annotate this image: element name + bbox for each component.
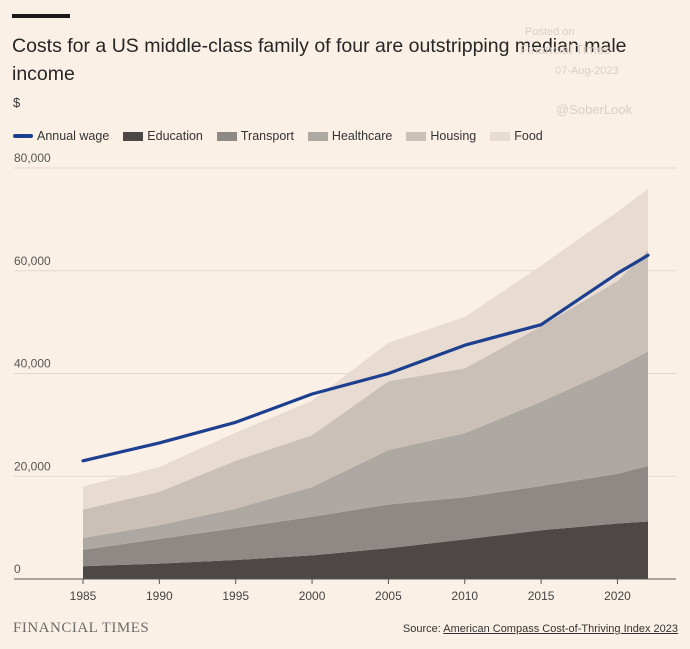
y-tick-label: 20,000 (14, 459, 51, 473)
legend: Annual wage Education Transport Healthcare H… (13, 129, 557, 143)
watermark-line3: 07-Aug-2023 (555, 65, 619, 77)
legend-label: Annual wage (37, 129, 110, 143)
legend-item: Housing (406, 129, 476, 143)
source-note: Source: American Compass Cost-of-Thrivin… (403, 623, 678, 635)
legend-item: Healthcare (307, 129, 393, 143)
legend-item: Transport (216, 129, 294, 143)
x-tick-label: 1985 (70, 589, 97, 603)
legend-item: Food (490, 129, 543, 143)
area-transport (83, 466, 648, 567)
legend-label: Education (147, 129, 203, 143)
x-tick-label: 2000 (299, 589, 326, 603)
y-axis-unit: $ (13, 95, 21, 110)
legend-label: Housing (430, 129, 477, 143)
y-tick-label: 0 (14, 562, 21, 576)
x-tick-label: 2005 (375, 589, 402, 603)
area-food (83, 188, 648, 510)
source-prefix: Source: (402, 623, 444, 635)
area-housing (83, 250, 648, 538)
legend-swatch (13, 134, 33, 138)
y-tick-label: 40,000 (14, 357, 51, 371)
x-tick-label: 2015 (528, 589, 555, 603)
top-rule (12, 14, 70, 18)
source-link[interactable]: American Compass Cost-of-Thriving Index … (443, 623, 678, 635)
ft-logo: FINANCIAL TIMES (13, 620, 150, 636)
watermark-line1: Posted on (525, 26, 575, 38)
area-education (83, 521, 648, 579)
area-healthcare (83, 351, 648, 550)
legend-item: Annual wage (13, 129, 109, 143)
legend-swatch (490, 131, 511, 141)
legend-swatch (307, 131, 328, 141)
legend-item: Education (123, 129, 203, 143)
watermark-handle: @SoberLook (556, 102, 633, 117)
x-tick-label: 2020 (604, 589, 631, 603)
y-tick-label: 60,000 (14, 254, 51, 268)
x-tick-label: 1990 (146, 589, 173, 603)
legend-swatch (406, 131, 427, 141)
legend-swatch (216, 131, 237, 141)
chart-title: Costs for a US middle-class family of fo… (12, 35, 627, 85)
legend-label: Food (514, 129, 543, 143)
legend-label: Healthcare (331, 129, 393, 143)
legend-swatch (123, 131, 144, 141)
line-annual-wage (81, 253, 650, 463)
y-tick-label: 80,000 (14, 151, 51, 165)
x-tick-label: 1995 (222, 589, 249, 603)
x-tick-label: 2010 (451, 589, 478, 603)
watermark-line2: Financial Times (520, 42, 611, 57)
legend-label: Transport (240, 129, 294, 143)
